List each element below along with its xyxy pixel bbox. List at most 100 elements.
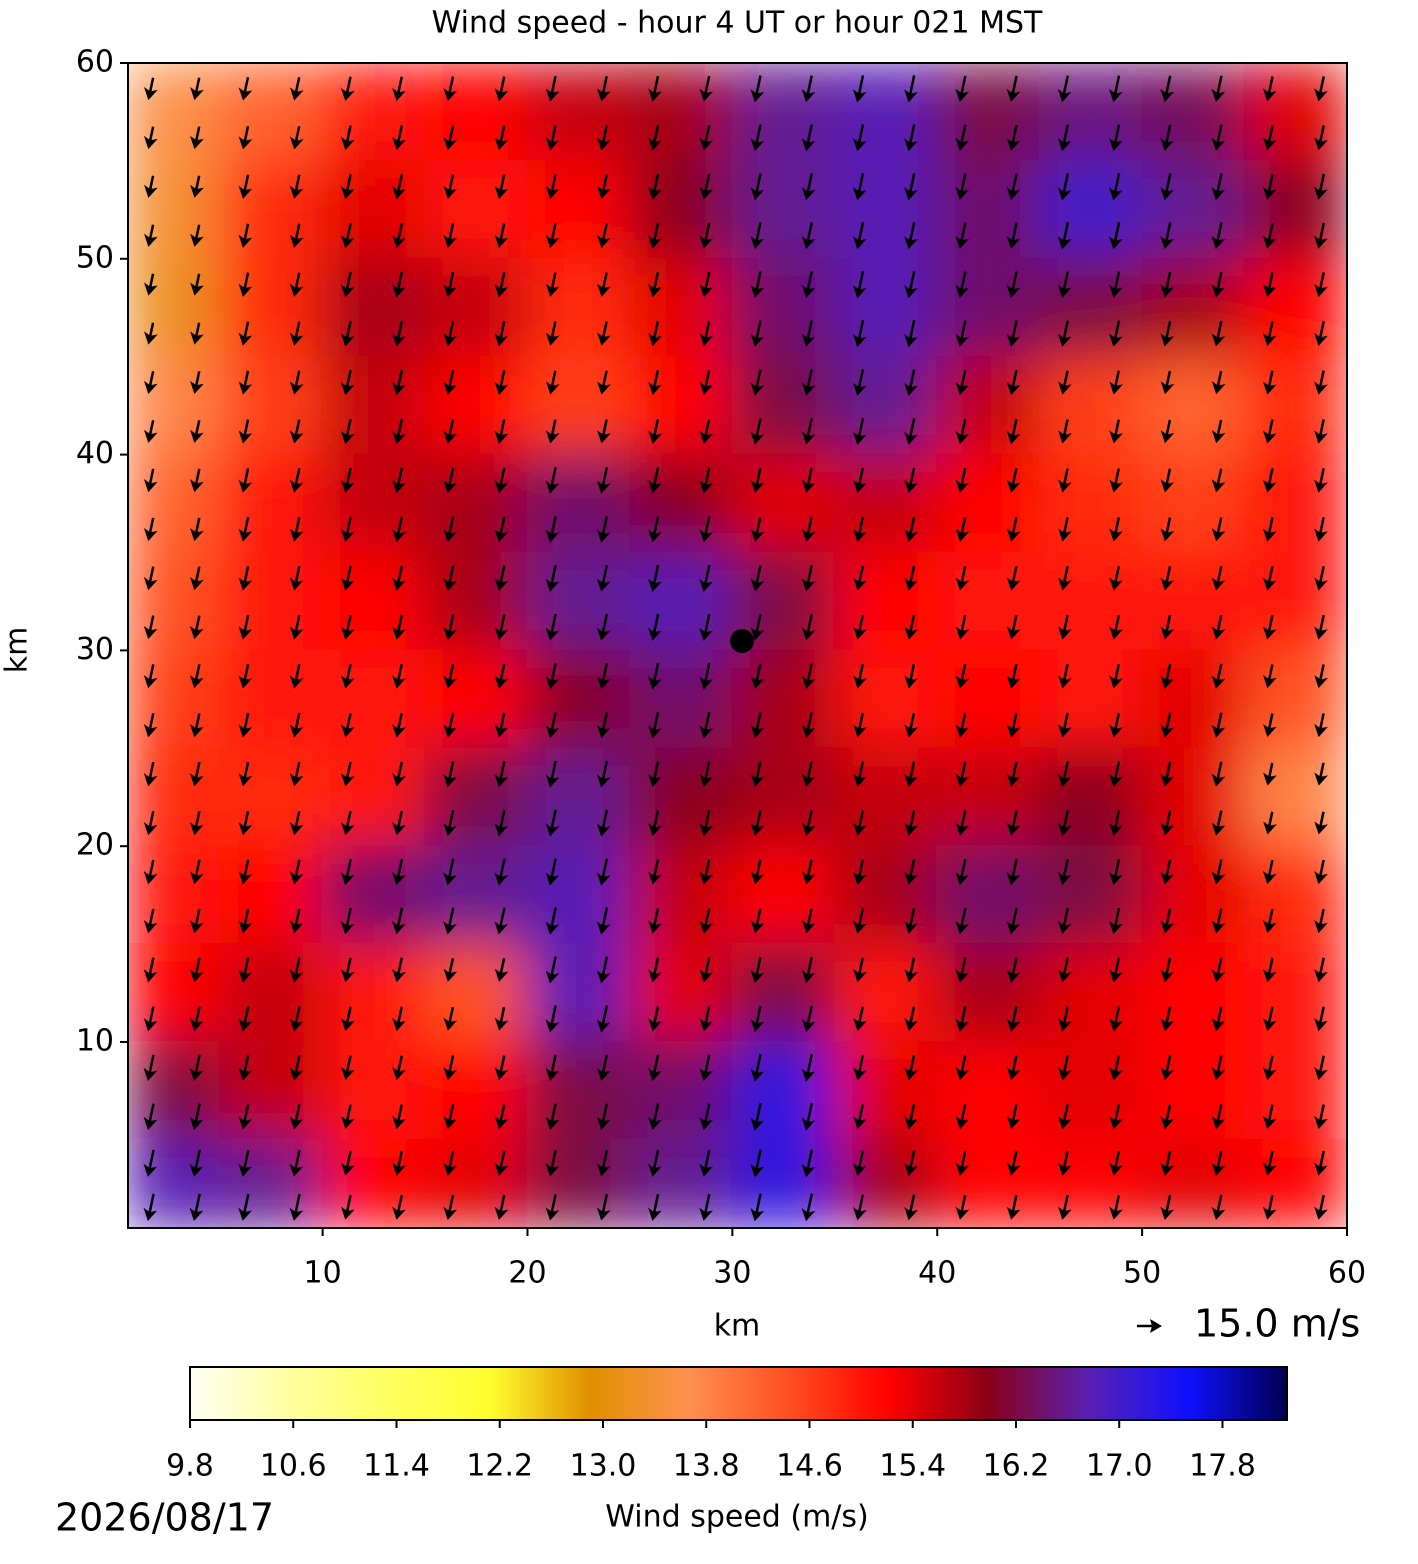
arrow-shaft <box>960 1194 967 1214</box>
wind-arrow <box>596 907 611 935</box>
arrow-shaft <box>754 1149 762 1171</box>
arrow-shaft <box>345 320 352 340</box>
arrow-shaft <box>447 223 455 242</box>
wind-arrow <box>289 370 304 395</box>
arrow-head <box>1006 724 1021 738</box>
arrow-shaft <box>601 1103 609 1124</box>
wind-arrow <box>190 322 204 345</box>
wind-arrow <box>1262 517 1277 542</box>
arrow-shaft <box>1113 320 1121 341</box>
arrow-shaft <box>243 125 250 143</box>
arrow-head <box>289 430 304 444</box>
wind-arrow <box>494 370 509 396</box>
arrow-shaft <box>499 223 506 242</box>
wind-arrow <box>340 369 355 396</box>
arrow-head <box>494 284 509 298</box>
heatmap-cell <box>936 453 1041 554</box>
wind-arrow <box>340 1150 355 1176</box>
arrow-head <box>1006 577 1021 591</box>
arrow-head <box>1160 1206 1175 1220</box>
wind-arrow <box>1314 272 1328 298</box>
arrow-shaft <box>1062 419 1069 437</box>
arrow-head <box>955 577 970 591</box>
heatmap-cell <box>128 845 222 946</box>
arrow-shaft <box>1216 761 1223 781</box>
arrow-head <box>1058 479 1072 493</box>
arrow-head <box>596 921 611 935</box>
wind-arrow <box>1314 1104 1328 1130</box>
wind-arrow <box>1006 1150 1021 1176</box>
arrow-head <box>1160 920 1175 934</box>
arrow-head <box>289 1207 304 1221</box>
arrow-head <box>545 1019 560 1033</box>
arrow-shaft <box>194 859 201 878</box>
quiver <box>143 75 1329 1222</box>
wind-arrow <box>596 613 611 641</box>
arrow-shaft <box>294 125 301 143</box>
wind-arrow <box>1006 418 1021 445</box>
arrow-shaft <box>194 517 201 535</box>
wind-arrow <box>853 1194 867 1221</box>
arrow-head <box>1006 431 1021 445</box>
wind-arrow <box>340 712 355 738</box>
arrow-head <box>596 1163 611 1177</box>
arrow-head <box>392 969 406 983</box>
arrow-shaft <box>194 761 201 780</box>
wind-arrow <box>801 369 816 396</box>
heatmap-cell <box>731 747 836 848</box>
arrow-shaft <box>857 369 865 390</box>
wind-arrow <box>392 1006 406 1032</box>
arrow-shaft <box>703 711 711 732</box>
wind-arrow <box>596 1150 611 1177</box>
arrow-shaft <box>396 565 403 585</box>
wind-arrow <box>597 223 611 249</box>
arrow-shaft <box>294 1103 301 1123</box>
wind-arrow <box>1211 517 1226 542</box>
wind-arrow <box>596 1194 611 1221</box>
arrow-shaft <box>1113 809 1121 830</box>
arrow-shaft <box>1165 517 1172 535</box>
wind-arrow <box>1262 173 1277 200</box>
arrow-shaft <box>652 516 660 536</box>
arrow-shaft <box>1165 1055 1172 1074</box>
wind-arrow <box>392 1194 406 1220</box>
arrow-head <box>1058 626 1072 640</box>
arrow-shaft <box>550 564 557 586</box>
arrow-shaft <box>1216 1194 1223 1214</box>
arrow-shaft <box>499 174 506 193</box>
wind-arrow <box>955 858 970 886</box>
wind-arrow <box>143 77 158 101</box>
arrow-head <box>143 871 158 885</box>
wind-arrow <box>1262 957 1277 983</box>
heatmap-cell <box>1141 1040 1246 1141</box>
arrow-head <box>1109 577 1123 591</box>
wind-arrow <box>1160 614 1175 640</box>
wind-arrow <box>955 173 970 201</box>
arrow-head <box>853 1116 867 1130</box>
wind-arrow <box>190 419 204 443</box>
wind-arrow <box>1057 907 1072 935</box>
arrow-shaft <box>601 1194 609 1214</box>
arrow-head <box>904 285 918 299</box>
arrow-shaft <box>148 322 155 339</box>
quiver-key-label: 15.0 m/s <box>1194 1302 1360 1346</box>
heatmap-cell <box>321 1040 427 1141</box>
wind-arrow <box>289 712 304 738</box>
heatmap-cell <box>424 63 529 162</box>
arrow-shaft <box>1318 565 1325 585</box>
arrow-head <box>545 283 560 297</box>
arrow-shaft <box>806 859 813 878</box>
wind-arrow <box>955 1055 970 1081</box>
arrow-head <box>289 283 304 297</box>
wind-arrow <box>750 614 765 641</box>
wind-arrow <box>340 271 355 298</box>
arrow-head <box>853 724 867 738</box>
arrow-shaft <box>294 77 301 95</box>
wind-arrow <box>189 761 204 787</box>
wind-arrow <box>1160 663 1175 689</box>
arrow-shaft <box>148 713 155 731</box>
arrow-head <box>443 185 458 200</box>
arrow-shaft <box>857 908 865 928</box>
arrow-shaft <box>148 1054 155 1075</box>
arrow-shaft <box>601 956 609 977</box>
